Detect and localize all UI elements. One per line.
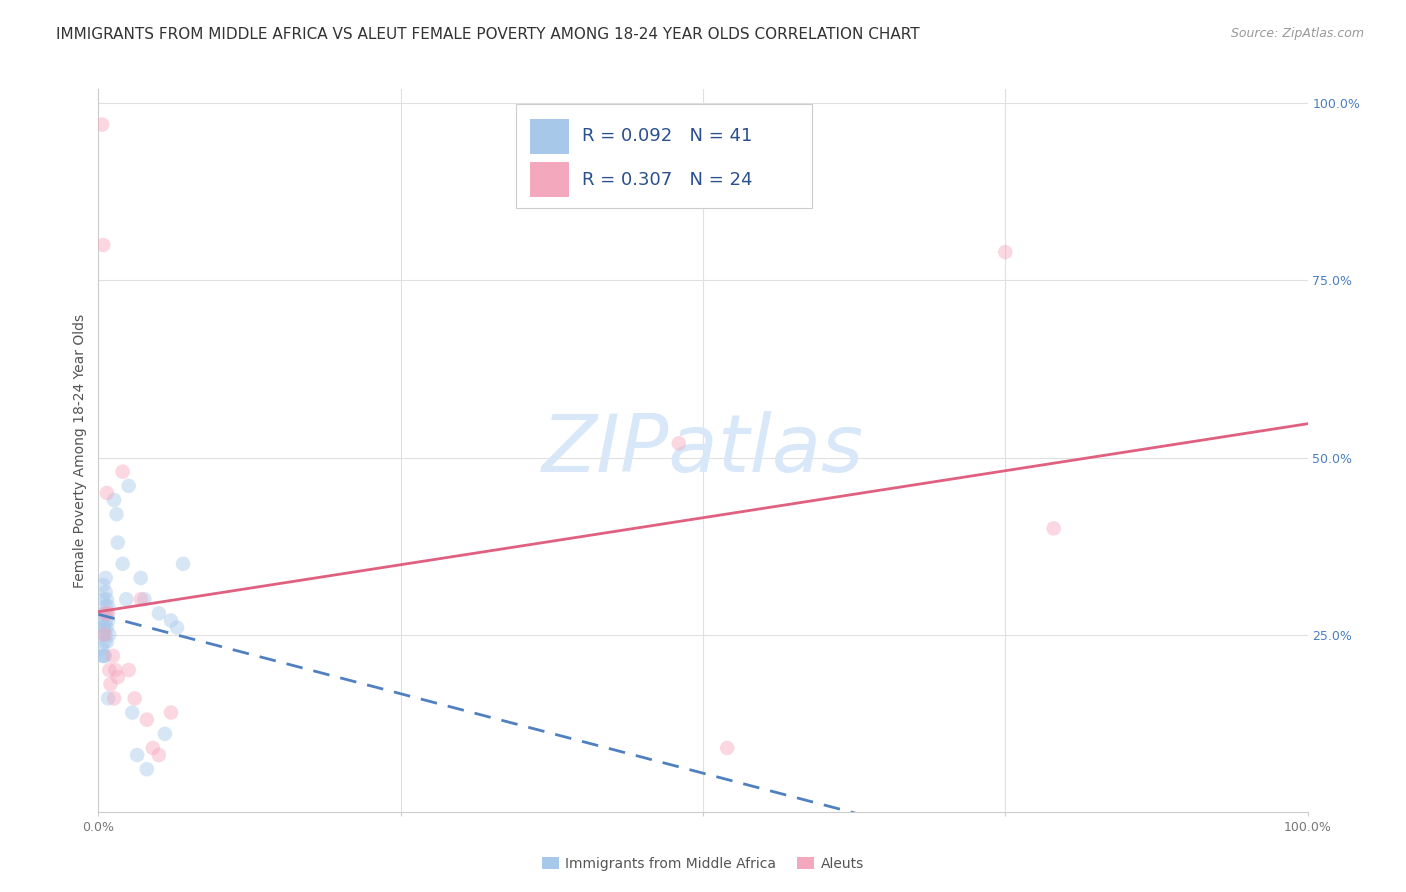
Point	[160, 614, 183, 628]
Point	[91, 238, 114, 252]
Point	[107, 670, 129, 684]
Point	[91, 614, 114, 628]
Point	[107, 535, 129, 549]
Point	[91, 641, 114, 656]
Point	[111, 557, 134, 571]
Point	[668, 436, 690, 450]
Text: ZIPatlas: ZIPatlas	[541, 411, 865, 490]
Point	[118, 479, 141, 493]
Point	[93, 621, 115, 635]
Point	[97, 607, 120, 621]
Point	[135, 762, 157, 776]
Point	[93, 648, 115, 663]
Point	[97, 614, 120, 628]
Point	[134, 592, 156, 607]
Point	[104, 663, 127, 677]
Point	[100, 677, 122, 691]
Point	[129, 592, 152, 607]
Point	[96, 634, 118, 648]
Point	[93, 607, 115, 621]
Y-axis label: Female Poverty Among 18-24 Year Olds: Female Poverty Among 18-24 Year Olds	[73, 313, 87, 588]
Point	[121, 706, 143, 720]
Point	[94, 599, 117, 614]
Point	[93, 634, 115, 648]
Point	[94, 614, 117, 628]
Point	[105, 507, 128, 521]
Point	[127, 747, 149, 762]
Point	[172, 557, 194, 571]
Point	[96, 486, 118, 500]
Point	[135, 713, 157, 727]
Point	[124, 691, 146, 706]
Point	[91, 648, 114, 663]
Point	[994, 245, 1017, 260]
Point	[91, 578, 114, 592]
Bar	[530, 162, 569, 197]
Point	[101, 648, 124, 663]
Point	[153, 727, 176, 741]
Text: Source: ZipAtlas.com: Source: ZipAtlas.com	[1230, 27, 1364, 40]
Point	[97, 599, 120, 614]
Point	[91, 627, 114, 641]
Point	[103, 493, 125, 508]
Point	[1042, 521, 1064, 535]
Point	[94, 627, 117, 641]
Point	[91, 118, 114, 132]
Point	[96, 607, 118, 621]
Point	[129, 571, 152, 585]
Point	[148, 607, 170, 621]
Point	[91, 592, 114, 607]
Text: IMMIGRANTS FROM MIDDLE AFRICA VS ALEUT FEMALE POVERTY AMONG 18-24 YEAR OLDS CORR: IMMIGRANTS FROM MIDDLE AFRICA VS ALEUT F…	[56, 27, 920, 42]
Text: R = 0.092   N = 41: R = 0.092 N = 41	[582, 128, 752, 145]
Point	[98, 663, 121, 677]
Text: R = 0.307   N = 24: R = 0.307 N = 24	[582, 170, 752, 188]
Point	[111, 465, 134, 479]
Point	[98, 627, 121, 641]
Point	[93, 627, 115, 641]
Point	[96, 621, 118, 635]
Point	[94, 585, 117, 599]
Point	[118, 663, 141, 677]
Point	[94, 607, 117, 621]
Point	[160, 706, 183, 720]
Point	[166, 621, 188, 635]
Point	[716, 741, 738, 756]
Point	[97, 691, 120, 706]
Point	[115, 592, 138, 607]
Point	[94, 571, 117, 585]
Point	[91, 621, 114, 635]
Bar	[516, 103, 811, 209]
Point	[96, 592, 118, 607]
Point	[93, 648, 115, 663]
Point	[148, 747, 170, 762]
Bar	[530, 119, 569, 153]
Legend: Immigrants from Middle Africa, Aleuts: Immigrants from Middle Africa, Aleuts	[536, 851, 870, 876]
Point	[103, 691, 125, 706]
Point	[142, 741, 165, 756]
